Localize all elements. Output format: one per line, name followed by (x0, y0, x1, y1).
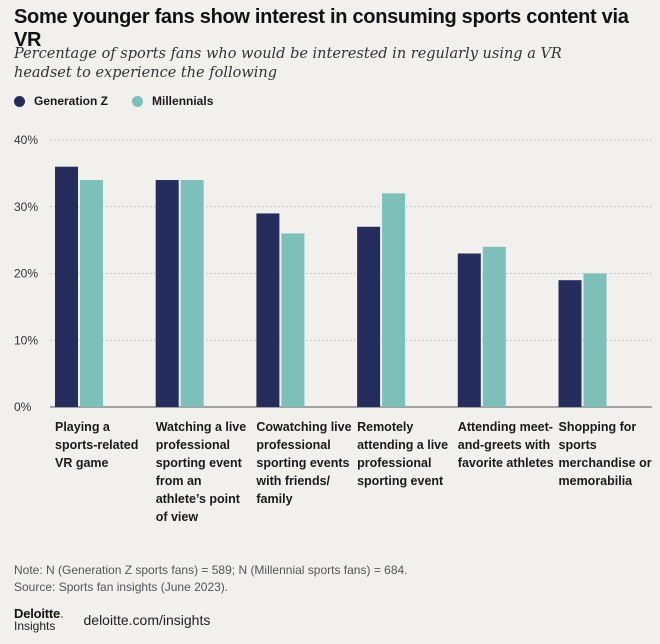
bar-millennials (583, 273, 607, 407)
bar-genz (457, 253, 481, 407)
note-text: Note: N (Generation Z sports fans) = 589… (14, 563, 408, 577)
legend-item-millennials: Millennials (132, 94, 213, 108)
footer-url[interactable]: deloitte.com/insights (83, 612, 211, 628)
y-tick-label: 0% (14, 400, 32, 414)
category-label: Playing a sports-related VR game (55, 420, 139, 470)
legend: Generation Z Millennials (14, 94, 237, 108)
category-label: Remotely attending a live professional s… (357, 420, 449, 488)
y-tick-label: 10% (14, 333, 38, 347)
logo-sub: Insights (14, 619, 56, 633)
footer: Deloitte. Insights deloitte.com/insights (14, 606, 211, 633)
bar-genz (357, 226, 381, 407)
category-label: Watching a live professional sporting ev… (155, 420, 247, 524)
chart-title: Some younger fans show interest in consu… (14, 6, 629, 51)
chart-subtitle: Percentage of sports fans who would be i… (14, 46, 562, 81)
y-tick-label: 30% (14, 200, 38, 214)
legend-swatch-genz (14, 95, 25, 107)
bar-genz (155, 180, 179, 407)
bar-genz (256, 213, 280, 407)
bar-chart: 0% 10% 20% 30% 40% (14, 133, 652, 414)
category-label: Cowatching live professional sporting ev… (256, 420, 352, 506)
legend-item-genz: Generation Z (14, 94, 108, 108)
legend-label-millennials: Millennials (152, 94, 214, 108)
bar-genz (558, 280, 582, 407)
category-label: Attending meet-and-greets with favorite … (457, 420, 554, 470)
deloitte-insights-logo: Deloitte. Insights (14, 606, 64, 633)
legend-swatch-millennials (132, 95, 144, 107)
bar-millennials (180, 180, 204, 407)
legend-label-genz: Generation Z (34, 94, 109, 108)
category-label: Shopping for sports merchandise or memor… (558, 420, 652, 488)
y-tick-label: 40% (14, 133, 38, 147)
y-tick-label: 20% (14, 267, 38, 281)
bar-genz (55, 166, 78, 407)
source-text: Source: Sports fan insights (June 2023). (14, 580, 229, 594)
bar-millennials (482, 246, 506, 407)
logo-main: Deloitte. (14, 606, 64, 621)
bar-millennials (382, 193, 406, 407)
chart-note: Note: N (Generation Z sports fans) = 589… (14, 562, 634, 596)
bar-millennials (281, 233, 305, 407)
bar-millennials (80, 180, 103, 407)
